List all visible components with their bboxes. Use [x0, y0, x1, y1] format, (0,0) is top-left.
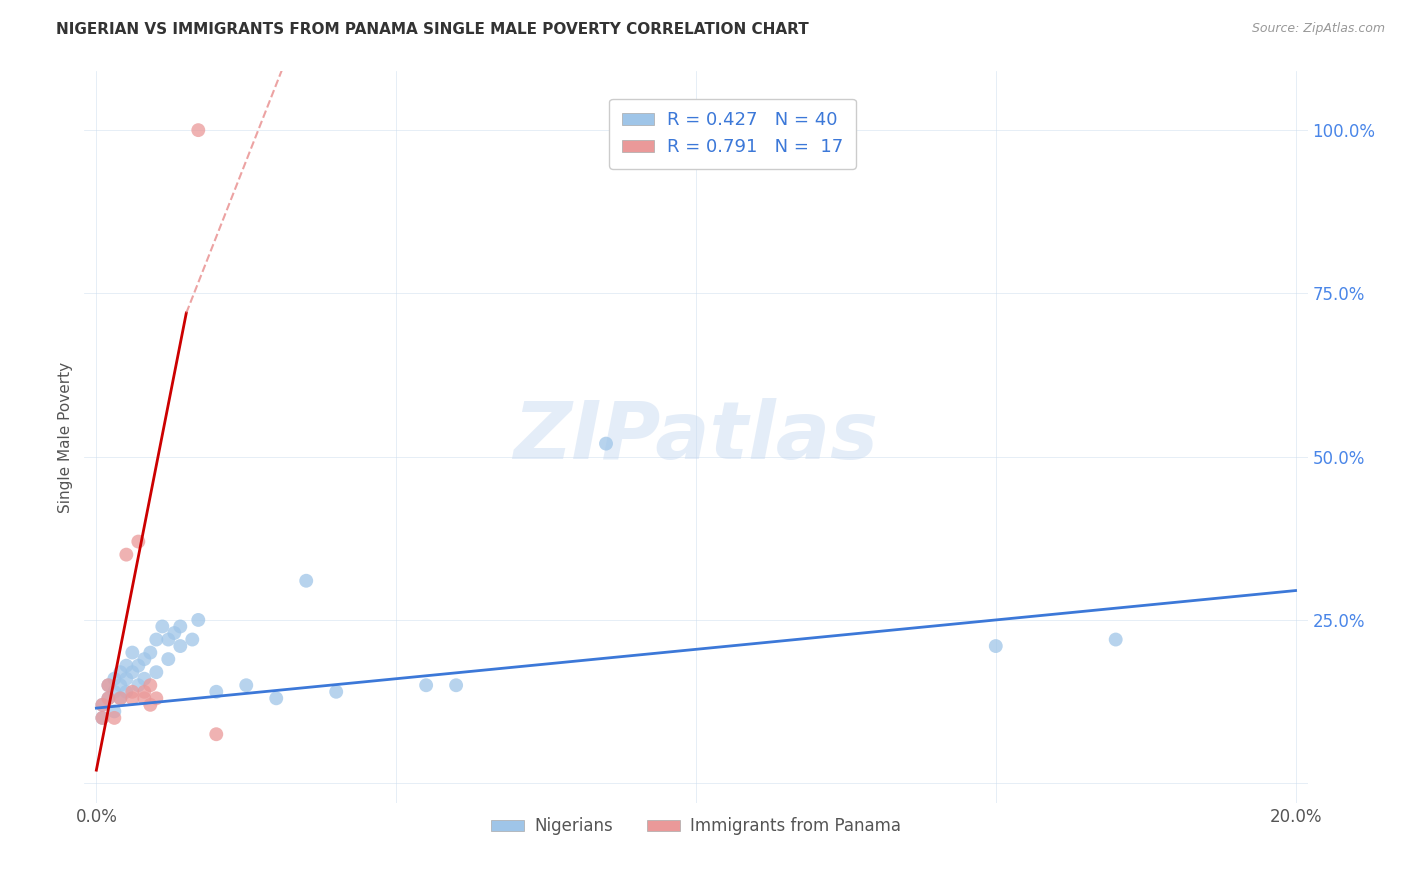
- Point: [145, 691, 167, 706]
- Point: [127, 534, 149, 549]
- Point: [205, 685, 228, 699]
- Point: [103, 705, 125, 719]
- Point: [115, 548, 138, 562]
- Point: [97, 678, 120, 692]
- Point: [91, 711, 114, 725]
- Point: [150, 619, 173, 633]
- Point: [181, 632, 204, 647]
- Point: [127, 658, 149, 673]
- Point: [169, 619, 191, 633]
- Point: [984, 639, 1007, 653]
- Point: [97, 691, 120, 706]
- Point: [110, 665, 132, 680]
- Point: [121, 646, 143, 660]
- Text: ZIPatlas: ZIPatlas: [513, 398, 879, 476]
- Point: [595, 436, 617, 450]
- Point: [103, 685, 125, 699]
- Point: [235, 678, 257, 692]
- Point: [103, 711, 125, 725]
- Point: [134, 672, 156, 686]
- Point: [91, 698, 114, 712]
- Point: [1105, 632, 1128, 647]
- Point: [121, 685, 143, 699]
- Point: [134, 652, 156, 666]
- Point: [134, 691, 156, 706]
- Point: [115, 658, 138, 673]
- Text: Source: ZipAtlas.com: Source: ZipAtlas.com: [1251, 22, 1385, 36]
- Point: [91, 698, 114, 712]
- Legend: Nigerians, Immigrants from Panama: Nigerians, Immigrants from Panama: [485, 811, 907, 842]
- Point: [91, 711, 114, 725]
- Point: [115, 685, 138, 699]
- Point: [139, 678, 162, 692]
- Point: [187, 613, 209, 627]
- Point: [444, 678, 467, 692]
- Point: [97, 678, 120, 692]
- Point: [139, 646, 162, 660]
- Point: [295, 574, 318, 588]
- Point: [187, 123, 209, 137]
- Point: [115, 672, 138, 686]
- Point: [145, 665, 167, 680]
- Point: [415, 678, 437, 692]
- Point: [110, 691, 132, 706]
- Point: [110, 678, 132, 692]
- Point: [157, 632, 180, 647]
- Point: [264, 691, 287, 706]
- Point: [205, 727, 228, 741]
- Point: [121, 691, 143, 706]
- Point: [103, 672, 125, 686]
- Point: [163, 626, 186, 640]
- Point: [110, 691, 132, 706]
- Point: [325, 685, 347, 699]
- Point: [169, 639, 191, 653]
- Y-axis label: Single Male Poverty: Single Male Poverty: [58, 361, 73, 513]
- Point: [157, 652, 180, 666]
- Text: NIGERIAN VS IMMIGRANTS FROM PANAMA SINGLE MALE POVERTY CORRELATION CHART: NIGERIAN VS IMMIGRANTS FROM PANAMA SINGL…: [56, 22, 808, 37]
- Point: [145, 632, 167, 647]
- Point: [97, 691, 120, 706]
- Point: [121, 665, 143, 680]
- Point: [127, 678, 149, 692]
- Point: [139, 698, 162, 712]
- Point: [134, 685, 156, 699]
